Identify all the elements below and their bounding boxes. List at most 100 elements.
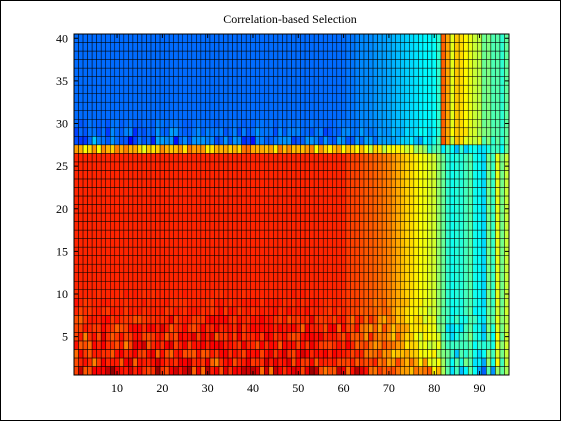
- heatmap-cell: [200, 280, 206, 291]
- heatmap-cell: [463, 357, 469, 367]
- heatmap-cell: [82, 323, 88, 333]
- heatmap-cell: [504, 187, 510, 197]
- heatmap-cell: [449, 153, 455, 163]
- heatmap-cell: [209, 212, 215, 222]
- heatmap-cell: [264, 178, 270, 188]
- heatmap-cell: [304, 84, 310, 94]
- heatmap-cell: [187, 84, 193, 94]
- heatmap-cell: [300, 255, 306, 265]
- heatmap-cell: [409, 59, 415, 69]
- heatmap-cell: [300, 349, 306, 359]
- heatmap-cell: [381, 340, 387, 350]
- heatmap-cell: [350, 110, 356, 120]
- heatmap-cell: [119, 110, 125, 120]
- heatmap-cell: [322, 272, 329, 282]
- heatmap-cell: [490, 59, 496, 69]
- heatmap-cell: [164, 289, 170, 299]
- heatmap-cell: [241, 366, 247, 376]
- heatmap-cell: [336, 246, 342, 256]
- heatmap-cell: [128, 340, 134, 350]
- heatmap-cell: [490, 221, 496, 231]
- heatmap-cell: [177, 33, 184, 43]
- heatmap-cell: [273, 298, 279, 308]
- heatmap-cell: [268, 84, 274, 94]
- heatmap-cell: [322, 136, 329, 146]
- heatmap-cell: [196, 204, 202, 214]
- heatmap-cell: [449, 238, 455, 248]
- heatmap-cell: [472, 306, 478, 316]
- heatmap-cell: [268, 323, 274, 333]
- heatmap-cell: [250, 263, 256, 273]
- heatmap-cell: [164, 170, 170, 180]
- heatmap-cell: [245, 101, 251, 111]
- heatmap-cell: [218, 33, 224, 43]
- heatmap-cell: [327, 76, 333, 86]
- heatmap-cell: [82, 59, 88, 69]
- heatmap-cell: [227, 349, 233, 359]
- heatmap-cell: [177, 136, 184, 146]
- heatmap-cell: [431, 246, 437, 256]
- heatmap-cell: [313, 110, 319, 120]
- heatmap-cell: [486, 212, 492, 222]
- heatmap-cell: [177, 127, 184, 137]
- heatmap-cell: [132, 153, 138, 163]
- heatmap-cell: [490, 67, 496, 77]
- heatmap-cell: [390, 110, 396, 120]
- heatmap-cell: [119, 315, 125, 325]
- heatmap-cell: [236, 178, 242, 188]
- heatmap-cell: [431, 289, 437, 299]
- heatmap-cell: [168, 280, 174, 291]
- heatmap-cell: [191, 101, 197, 111]
- heatmap-cell: [390, 178, 396, 188]
- heatmap-cell: [82, 136, 88, 146]
- heatmap-cell: [395, 298, 401, 308]
- heatmap-cell: [295, 340, 301, 350]
- heatmap-cell: [164, 153, 170, 163]
- heatmap-cell: [137, 212, 143, 222]
- heatmap-cell: [119, 298, 125, 308]
- heatmap-cell: [341, 272, 347, 282]
- heatmap-cell: [191, 340, 197, 350]
- heatmap-cell: [146, 59, 152, 69]
- heatmap-cell: [440, 195, 446, 205]
- heatmap-cell: [182, 59, 188, 69]
- heatmap-cell: [168, 170, 174, 180]
- heatmap-cell: [418, 357, 424, 367]
- heatmap-cell: [282, 195, 288, 205]
- heatmap-cell: [463, 272, 469, 282]
- heatmap-cell: [191, 59, 197, 69]
- heatmap-cell: [390, 42, 396, 52]
- heatmap-cell: [259, 50, 265, 60]
- heatmap-cell: [436, 144, 442, 154]
- heatmap-cell: [159, 298, 165, 308]
- heatmap-cell: [264, 332, 270, 342]
- heatmap-cell: [458, 229, 464, 239]
- heatmap-cell: [264, 204, 270, 214]
- heatmap-cell: [177, 144, 184, 154]
- heatmap-cell: [205, 349, 211, 359]
- heatmap-cell: [241, 161, 247, 171]
- heatmap-cell: [345, 161, 351, 171]
- heatmap-cell: [200, 229, 206, 239]
- heatmap-cell: [82, 76, 88, 86]
- heatmap-cell: [295, 357, 301, 367]
- heatmap-cell: [395, 59, 401, 69]
- heatmap-cell: [137, 59, 143, 69]
- heatmap-cell: [196, 42, 202, 52]
- heatmap-cell: [73, 195, 79, 205]
- heatmap-cell: [191, 323, 197, 333]
- heatmap-cell: [155, 306, 161, 316]
- heatmap-cell: [454, 298, 460, 308]
- heatmap-cell: [499, 340, 505, 350]
- heatmap-cell: [372, 101, 378, 111]
- heatmap-cell: [445, 178, 451, 188]
- heatmap-cell: [481, 76, 487, 86]
- heatmap-cell: [123, 195, 129, 205]
- heatmap-cell: [300, 298, 306, 308]
- heatmap-cell: [164, 101, 170, 111]
- heatmap-cell: [490, 204, 496, 214]
- heatmap-cell: [191, 110, 197, 120]
- heatmap-cell: [128, 153, 134, 163]
- heatmap-cell: [168, 229, 174, 239]
- heatmap-cell: [436, 119, 442, 129]
